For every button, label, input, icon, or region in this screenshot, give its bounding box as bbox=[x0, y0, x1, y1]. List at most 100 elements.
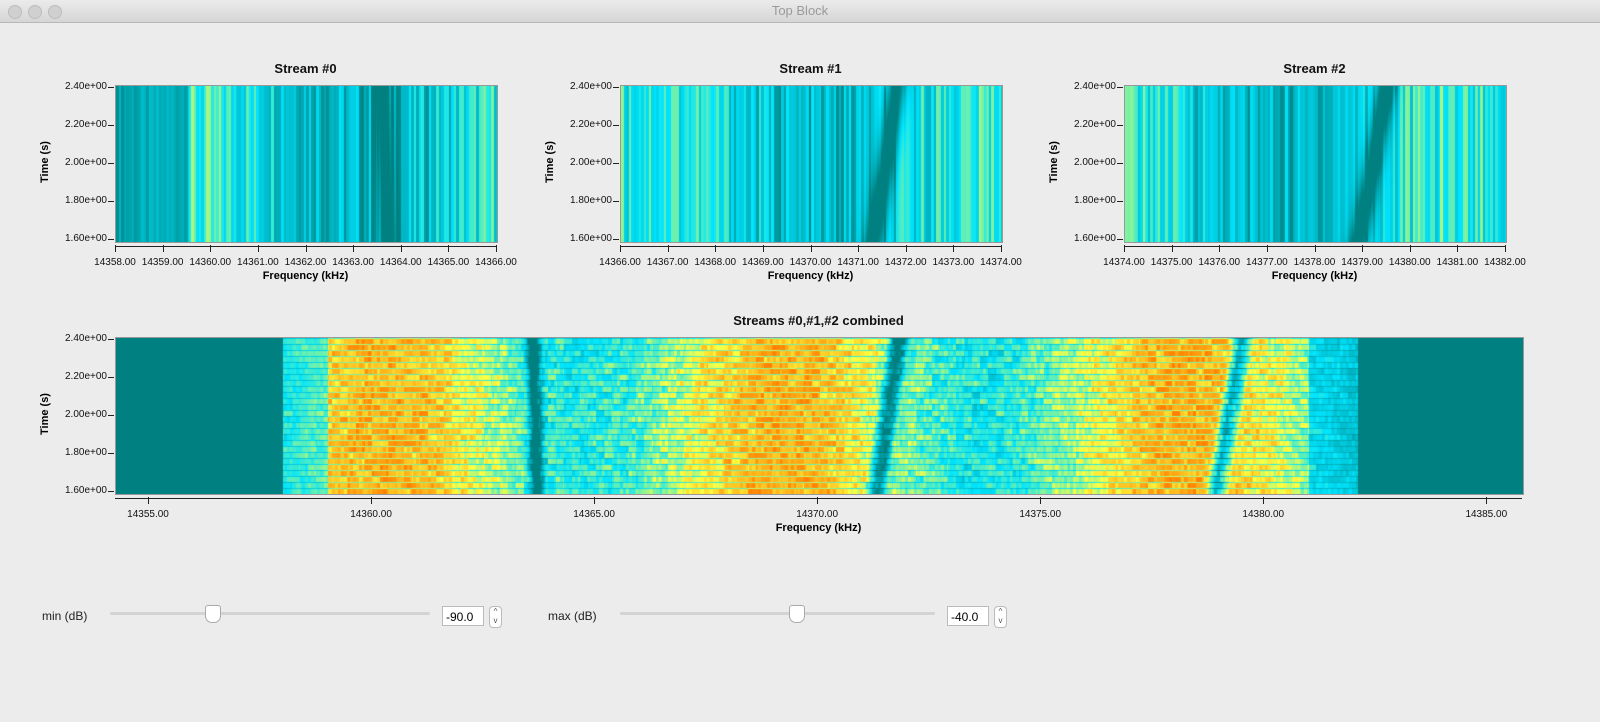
x-tick-label: 14359.00 bbox=[141, 257, 184, 268]
y-tick-label: 1.80e+00 bbox=[65, 447, 107, 459]
y-tick-mark bbox=[1117, 163, 1123, 164]
max-db-input[interactable]: -40.0 bbox=[947, 606, 989, 626]
y-tick-label: 2.20e+00 bbox=[65, 370, 107, 382]
x-axis bbox=[115, 246, 496, 247]
min-db-label: min (dB) bbox=[42, 609, 88, 623]
y-tick-mark bbox=[1117, 124, 1123, 126]
x-tick-mark bbox=[210, 245, 212, 252]
spectrogram-heatmap bbox=[1124, 85, 1507, 243]
x-tick-mark bbox=[810, 245, 812, 252]
y-tick-label: 1.60e+00 bbox=[65, 233, 107, 245]
x-tick-label: 14366.00 bbox=[475, 257, 517, 268]
y-tick-label: 2.40e+00 bbox=[1074, 80, 1116, 92]
x-tick-label: 14379.00 bbox=[1341, 257, 1383, 268]
x-tick-mark bbox=[1409, 245, 1411, 252]
x-tick-label: 14377.00 bbox=[1246, 257, 1288, 268]
x-tick-label: 14364.00 bbox=[379, 257, 422, 268]
x-tick-mark bbox=[1314, 245, 1316, 252]
x-tick-label: 14381.00 bbox=[1436, 257, 1479, 268]
y-tick-mark bbox=[1117, 86, 1123, 88]
spectrogram-heatmap bbox=[115, 85, 498, 243]
x-tick-label: 14368.00 bbox=[694, 257, 737, 268]
x-tick-mark bbox=[905, 245, 907, 252]
x-tick-mark bbox=[817, 497, 819, 504]
x-axis-label: Frequency (kHz) bbox=[1271, 270, 1358, 282]
x-tick-label: 14367.00 bbox=[646, 257, 689, 268]
x-tick-label: 14358.00 bbox=[94, 257, 136, 268]
plot-title: Stream #1 bbox=[779, 61, 842, 76]
x-tick-mark bbox=[1040, 497, 1042, 504]
x-tick-label: 14380.00 bbox=[1388, 257, 1431, 268]
y-tick-mark bbox=[1117, 201, 1123, 203]
x-tick-label: 14378.00 bbox=[1293, 257, 1336, 268]
x-tick-mark bbox=[858, 245, 860, 252]
x-tick-mark bbox=[1171, 245, 1173, 252]
x-tick-mark bbox=[667, 245, 669, 252]
y-tick-label: 1.60e+00 bbox=[570, 233, 612, 245]
x-tick-mark bbox=[400, 245, 402, 252]
x-axis-label: Frequency (kHz) bbox=[262, 270, 349, 282]
x-tick-mark bbox=[1362, 245, 1364, 252]
spectrogram-heatmap bbox=[115, 337, 1524, 495]
x-tick-mark bbox=[1486, 497, 1488, 504]
y-tick-mark bbox=[108, 124, 114, 126]
x-tick-label: 14373.00 bbox=[932, 257, 975, 268]
x-tick-mark bbox=[1457, 245, 1459, 252]
title-bar: Top Block bbox=[0, 0, 1600, 23]
x-axis bbox=[115, 498, 1522, 499]
y-axis-label: Time (s) bbox=[1048, 141, 1060, 183]
y-tick-mark bbox=[108, 163, 114, 164]
y-tick-mark bbox=[108, 239, 114, 241]
zoom-button[interactable] bbox=[48, 5, 62, 19]
x-tick-label: 14360.00 bbox=[189, 257, 232, 268]
min-db-slider[interactable] bbox=[110, 605, 430, 623]
y-tick-label: 2.00e+00 bbox=[570, 157, 612, 168]
min-slider-thumb[interactable] bbox=[205, 605, 222, 623]
x-axis bbox=[620, 246, 1001, 247]
max-db-label: max (dB) bbox=[548, 609, 597, 623]
y-tick-mark bbox=[613, 86, 619, 88]
max-db-slider[interactable] bbox=[620, 605, 935, 623]
y-tick-mark bbox=[108, 453, 114, 455]
x-tick-label: 14380.00 bbox=[1242, 509, 1285, 520]
plot-title: Stream #2 bbox=[1283, 61, 1346, 76]
close-button[interactable] bbox=[8, 5, 22, 19]
y-tick-label: 2.20e+00 bbox=[570, 118, 612, 130]
x-tick-mark bbox=[115, 245, 116, 252]
y-tick-mark bbox=[108, 338, 114, 340]
y-tick-label: 2.00e+00 bbox=[65, 409, 107, 420]
max-slider-thumb[interactable] bbox=[789, 605, 806, 623]
x-tick-label: 14371.00 bbox=[837, 257, 879, 268]
y-tick-mark bbox=[108, 491, 114, 493]
x-tick-mark bbox=[1505, 245, 1506, 252]
y-tick-label: 2.00e+00 bbox=[1074, 157, 1116, 168]
x-tick-mark bbox=[1266, 245, 1268, 252]
y-tick-label: 2.20e+00 bbox=[65, 118, 107, 130]
y-tick-label: 2.40e+00 bbox=[65, 80, 107, 92]
x-tick-mark bbox=[448, 245, 450, 252]
min-db-stepper[interactable]: ^ v bbox=[489, 606, 502, 628]
y-tick-mark bbox=[613, 239, 619, 241]
y-tick-label: 1.80e+00 bbox=[65, 195, 107, 207]
x-tick-mark bbox=[594, 497, 596, 504]
x-tick-label: 14355.00 bbox=[127, 509, 169, 520]
x-tick-mark bbox=[953, 245, 955, 252]
plot-title: Stream #0 bbox=[274, 61, 337, 76]
x-tick-mark bbox=[715, 245, 717, 252]
x-tick-label: 14374.00 bbox=[980, 257, 1022, 268]
x-tick-mark bbox=[162, 245, 164, 252]
y-tick-label: 2.40e+00 bbox=[65, 332, 107, 344]
x-tick-label: 14362.00 bbox=[284, 257, 327, 268]
max-db-stepper[interactable]: ^ v bbox=[994, 606, 1007, 628]
minimize-button[interactable] bbox=[28, 5, 42, 19]
y-axis-label: Time (s) bbox=[544, 141, 556, 183]
x-tick-label: 14365.00 bbox=[427, 257, 470, 268]
plot-title: Streams #0,#1,#2 combined bbox=[733, 313, 904, 328]
y-tick-label: 1.60e+00 bbox=[1074, 233, 1116, 245]
x-tick-label: 14363.00 bbox=[332, 257, 374, 268]
x-tick-label: 14375.00 bbox=[1150, 257, 1193, 268]
y-axis-label: Time (s) bbox=[39, 393, 51, 435]
y-tick-label: 2.00e+00 bbox=[65, 157, 107, 168]
window-title: Top Block bbox=[771, 3, 829, 18]
min-db-input[interactable]: -90.0 bbox=[442, 606, 484, 626]
